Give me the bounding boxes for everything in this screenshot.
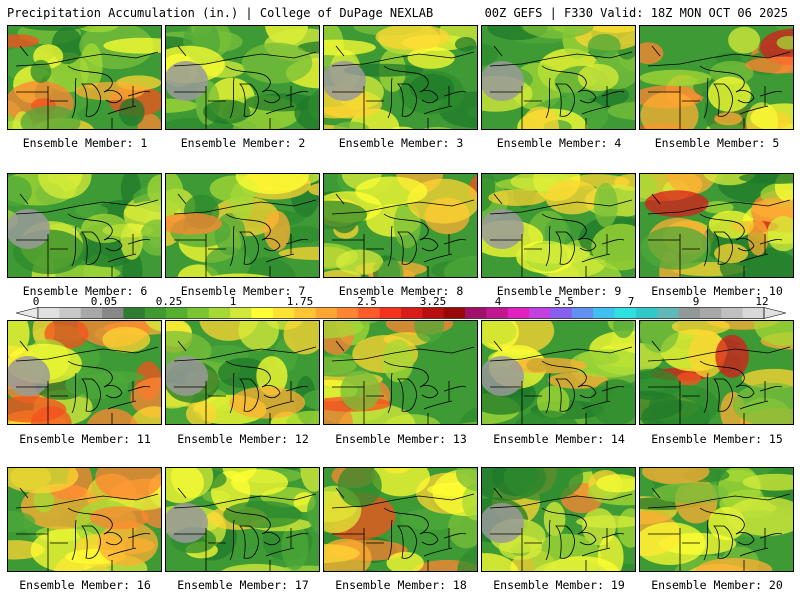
member-map-12: [165, 320, 320, 425]
colorbar-tick-label: 0.25: [155, 295, 183, 308]
colorbar-swatch: [251, 307, 274, 319]
run-info: 00Z GEFS | F330 Valid: 18Z MON OCT 06 20…: [484, 6, 788, 20]
member-map-5: [639, 25, 794, 130]
colorbar-swatch: [529, 307, 551, 319]
member-map-17: [165, 467, 320, 572]
member-map-7: [165, 173, 320, 278]
member-label: Ensemble Member: 3: [338, 136, 464, 150]
colorbar-tick-label: 0.05: [90, 295, 118, 308]
colorbar: [16, 307, 786, 319]
member-map-4: [481, 25, 636, 130]
colorbar-swatch: [422, 307, 444, 319]
member-map-13: [323, 320, 478, 425]
colorbar-swatch: [465, 307, 487, 319]
member-map-3: [323, 25, 478, 130]
colorbar-swatch: [614, 307, 637, 319]
colorbar-tick-label: 2.5: [357, 295, 377, 308]
member-map-6: [7, 173, 162, 278]
member-label: Ensemble Member: 14: [493, 432, 625, 446]
colorbar-swatch: [721, 307, 743, 319]
member-label: Ensemble Member: 8: [338, 284, 464, 298]
colorbar-swatch: [38, 307, 60, 319]
colorbar-swatch: [742, 307, 765, 319]
member-map-15: [639, 320, 794, 425]
colorbar-tick-label: 12: [755, 295, 769, 308]
member-label: Ensemble Member: 19: [493, 578, 625, 592]
colorbar-high-arrow: [763, 307, 786, 319]
colorbar-tick-label: 3.25: [419, 295, 447, 308]
member-label: Ensemble Member: 6: [22, 284, 148, 298]
colorbar-swatch: [80, 307, 103, 319]
member-label: Ensemble Member: 17: [177, 578, 309, 592]
colorbar-tick-label: 1: [229, 295, 237, 308]
colorbar-swatch: [187, 307, 210, 319]
member-map-18: [323, 467, 478, 572]
colorbar-swatch: [550, 307, 573, 319]
member-label: Ensemble Member: 4: [496, 136, 622, 150]
member-map-11: [7, 320, 162, 425]
member-map-2: [165, 25, 320, 130]
member-map-19: [481, 467, 636, 572]
colorbar-swatch: [59, 307, 81, 319]
colorbar-swatch: [657, 307, 679, 319]
member-label: Ensemble Member: 16: [19, 578, 151, 592]
member-label: Ensemble Member: 7: [180, 284, 306, 298]
member-map-10: [639, 173, 794, 278]
colorbar-swatch: [593, 307, 615, 319]
member-label: Ensemble Member: 15: [651, 432, 783, 446]
colorbar-swatch: [571, 307, 594, 319]
colorbar-tick-label: 1.75: [286, 295, 314, 308]
colorbar-swatch: [379, 307, 402, 319]
colorbar-swatch: [294, 307, 316, 319]
member-label: Ensemble Member: 9: [496, 284, 622, 298]
colorbar-swatch: [486, 307, 509, 319]
colorbar-swatch: [144, 307, 167, 319]
colorbar-swatch: [166, 307, 188, 319]
member-label: Ensemble Member: 1: [22, 136, 148, 150]
member-map-14: [481, 320, 636, 425]
member-label: Ensemble Member: 11: [19, 432, 151, 446]
colorbar-swatch: [208, 307, 231, 319]
member-label: Ensemble Member: 10: [651, 284, 783, 298]
map-title: Precipitation Accumulation (in.) | Colle…: [7, 6, 434, 20]
member-map-20: [639, 467, 794, 572]
colorbar-tick-label: 9: [692, 295, 700, 308]
colorbar-swatch: [699, 307, 722, 319]
member-label: Ensemble Member: 13: [335, 432, 467, 446]
colorbar-swatch: [401, 307, 423, 319]
colorbar-swatch: [230, 307, 252, 319]
colorbar-swatch: [678, 307, 701, 319]
colorbar-swatch: [507, 307, 530, 319]
colorbar-swatch: [315, 307, 338, 319]
member-map-1: [7, 25, 162, 130]
colorbar-swatch: [272, 307, 295, 319]
member-map-16: [7, 467, 162, 572]
member-label: Ensemble Member: 20: [651, 578, 783, 592]
member-label: Ensemble Member: 5: [654, 136, 780, 150]
colorbar-tick-label: 5.5: [554, 295, 574, 308]
colorbar-swatch: [123, 307, 146, 319]
colorbar-swatch: [102, 307, 124, 319]
member-label: Ensemble Member: 18: [335, 578, 467, 592]
colorbar-swatch: [336, 307, 359, 319]
member-map-9: [481, 173, 636, 278]
colorbar-swatch: [635, 307, 658, 319]
colorbar-low-arrow: [16, 307, 39, 319]
colorbar-tick-label: 0: [32, 295, 40, 308]
colorbar-swatch: [443, 307, 466, 319]
member-label: Ensemble Member: 2: [180, 136, 306, 150]
colorbar-tick-label: 7: [627, 295, 635, 308]
colorbar-swatch: [358, 307, 380, 319]
member-label: Ensemble Member: 12: [177, 432, 309, 446]
colorbar-tick-label: 4: [494, 295, 502, 308]
member-map-8: [323, 173, 478, 278]
